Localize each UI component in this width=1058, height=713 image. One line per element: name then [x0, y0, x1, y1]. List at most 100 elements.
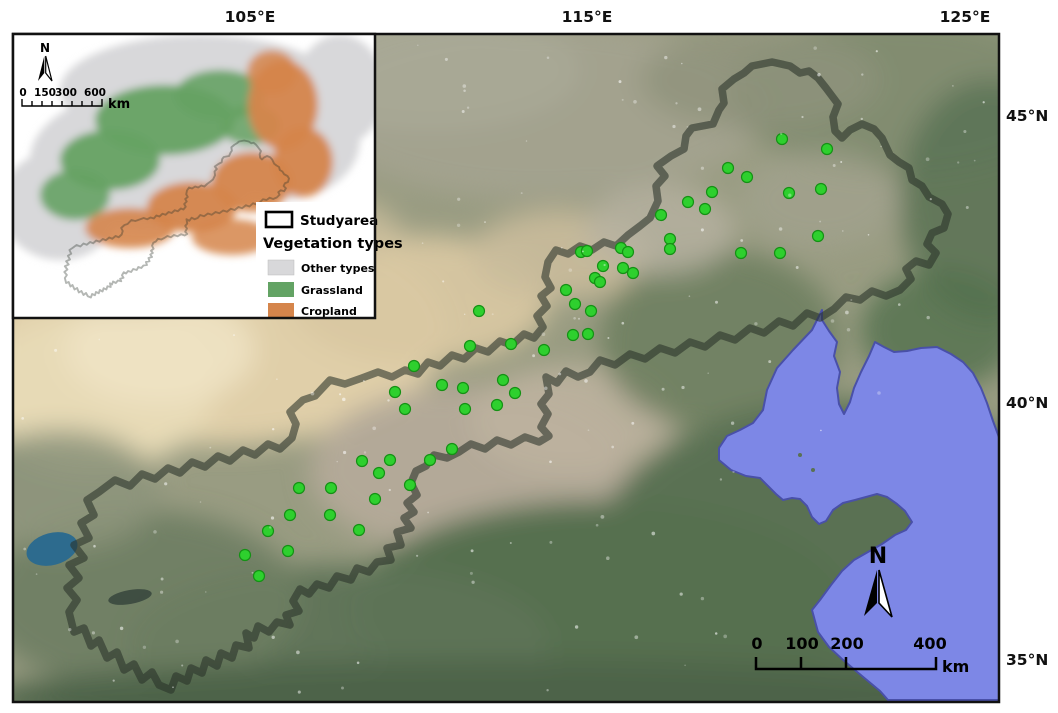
study-area-outline: [63, 58, 952, 694]
sample-point: [705, 185, 719, 199]
terrain-speck: [342, 397, 346, 402]
terrain-speck: [723, 634, 728, 639]
terrain-speck: [681, 62, 683, 65]
terrain-speck: [925, 157, 930, 162]
sample-point: [504, 337, 518, 351]
terrain-speck: [664, 55, 668, 60]
terrain-speck: [181, 664, 184, 667]
sample-point: [472, 304, 486, 318]
sample-point: [811, 229, 825, 243]
terrain-speck: [21, 417, 25, 420]
sample-point: [463, 339, 477, 353]
terrain-speck: [672, 124, 676, 129]
terrain-speck: [175, 639, 179, 644]
sample-point: [281, 544, 295, 558]
terrain-speck: [68, 627, 72, 632]
sample-point: [663, 232, 677, 246]
sample-point: [238, 548, 252, 562]
inset-north-arrow-label: N: [40, 41, 50, 55]
terrain-speck: [310, 391, 315, 396]
terrain-speck: [634, 635, 639, 640]
terrain-speck: [819, 220, 822, 223]
latitude-label-45n: 45°N: [1006, 107, 1048, 125]
terrain-speck: [546, 688, 549, 692]
terrain-speck: [269, 526, 272, 529]
sample-point: [559, 283, 573, 297]
terrain-speck: [697, 107, 702, 112]
sample-point: [435, 378, 449, 392]
legend-label-other-types: Other types: [301, 262, 375, 275]
terrain-speck: [820, 429, 822, 432]
north-arrow-label: N: [869, 544, 887, 569]
terrain-speck: [801, 115, 804, 119]
terrain-speck: [707, 372, 709, 374]
sample-point: [616, 261, 630, 275]
sample-point: [721, 161, 735, 175]
terrain-speck: [343, 450, 347, 455]
terrain-speck: [421, 242, 424, 244]
terrain-speck: [600, 515, 605, 519]
terrain-speck: [199, 501, 202, 503]
terrain-speck: [205, 591, 207, 593]
terrain-speck: [607, 337, 610, 339]
terrain-speck: [830, 319, 835, 323]
inset-scale-bar: 0 150 300 600 km: [19, 87, 130, 112]
terrain-speck: [573, 316, 576, 320]
terrain-speck: [466, 106, 470, 109]
terrain-speck: [675, 102, 678, 105]
inset-scale-tick-label: 150: [34, 87, 56, 99]
terrain-speck: [470, 549, 474, 553]
terrain-speck: [840, 161, 843, 163]
sample-point: [372, 466, 386, 480]
inset-scale-tick-label: 0: [19, 87, 26, 99]
terrain-speck: [520, 192, 523, 195]
terrain-speck: [681, 385, 685, 390]
terrain-speck: [768, 360, 772, 364]
sample-point: [252, 569, 266, 583]
terrain-speck: [112, 679, 115, 682]
inset-north-arrow-left-half: [38, 56, 45, 81]
inset-scale-bar-line: [21, 99, 103, 107]
sample-point: [698, 202, 712, 216]
inset-scale-tick-label: 600: [84, 87, 106, 99]
terrain-speck: [973, 159, 976, 162]
terrain-speck: [509, 541, 512, 545]
sample-point: [261, 524, 275, 538]
terrain-speck: [779, 132, 783, 136]
sample-point: [782, 186, 796, 200]
terrain-speck: [442, 280, 445, 283]
terrain-speck: [142, 645, 147, 649]
terrain-speck: [532, 354, 536, 358]
terrain-speck: [463, 89, 466, 92]
terrain-speck: [276, 378, 278, 380]
terrain-speck: [568, 268, 573, 272]
terrain-speck: [363, 451, 367, 454]
terrain-speck: [952, 85, 954, 87]
terrain-speck: [98, 338, 101, 341]
terrain-speck: [427, 511, 429, 514]
sample-point: [681, 195, 695, 209]
terrain-speck: [463, 313, 466, 316]
sample-point: [355, 454, 369, 468]
terrain-speck: [484, 221, 486, 224]
island: [798, 453, 802, 457]
terrain-speck: [730, 421, 735, 425]
terrain-speck: [387, 399, 390, 402]
terrain-speck: [574, 625, 579, 629]
terrain-speck: [719, 478, 723, 481]
inset-scale-unit-label: km: [108, 97, 130, 112]
legend-studyarea-label: Studyarea: [300, 213, 378, 229]
sample-point: [423, 453, 437, 467]
terrain-speck: [700, 166, 705, 170]
terrain-speck: [880, 145, 882, 148]
inset-north-arrow: N: [38, 41, 53, 82]
scale-bar-line: [754, 657, 938, 671]
terrain-speck: [541, 332, 546, 337]
terrain-speck: [684, 664, 686, 667]
north-arrow-left-half: [864, 570, 877, 616]
terrain-speck: [232, 334, 236, 337]
terrain-speck: [296, 650, 300, 655]
terrain-speck: [867, 234, 870, 236]
legend-label-grassland: Grassland: [301, 284, 363, 297]
